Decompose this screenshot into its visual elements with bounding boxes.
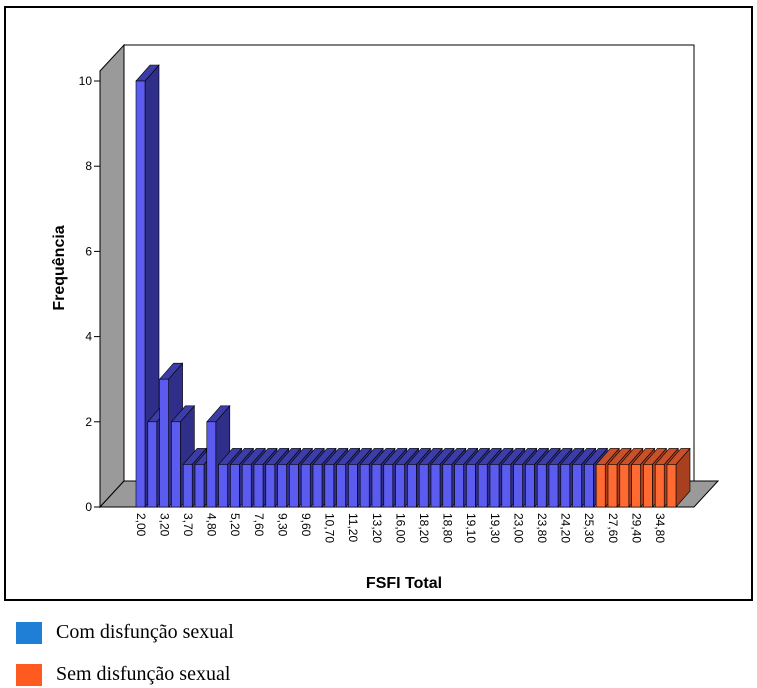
x-tick-label: 24,20 <box>559 513 573 543</box>
y-tick-label: 2 <box>85 415 92 429</box>
y-tick-label: 6 <box>85 244 92 258</box>
bar-front <box>560 464 571 508</box>
bar-front <box>135 80 146 508</box>
bar-front <box>477 464 488 508</box>
bar-front <box>383 464 394 508</box>
bar-front <box>536 464 547 508</box>
bar-front <box>359 464 370 508</box>
x-tick-label: 9,30 <box>275 513 289 537</box>
x-tick-label: 10,70 <box>323 513 337 543</box>
x-tick-label: 19,10 <box>464 513 478 543</box>
bars <box>135 64 691 508</box>
x-tick-label: 19,30 <box>488 513 502 543</box>
x-tick-label: 13,20 <box>370 513 384 543</box>
legend-swatch-com <box>16 621 42 644</box>
bar-front <box>324 464 335 508</box>
y-tick-label: 4 <box>85 330 92 344</box>
bar-front <box>300 464 311 508</box>
bar-front <box>171 421 181 508</box>
bar-front <box>371 464 382 508</box>
bar-front <box>489 464 500 508</box>
x-tick-label: 29,40 <box>629 513 643 543</box>
y-tick-label: 8 <box>85 159 92 173</box>
bar-front <box>548 464 559 508</box>
x-tick-label: 9,60 <box>299 513 313 537</box>
legend-item-com: Com disfunção sexual <box>16 621 234 644</box>
bar-front <box>418 464 429 508</box>
bar-front <box>666 464 677 508</box>
bar-front <box>289 464 299 508</box>
x-tick-label: 23,80 <box>535 513 549 543</box>
bar-front <box>312 464 323 508</box>
x-tick-label: 3,20 <box>157 513 171 537</box>
bar-front <box>430 464 441 508</box>
bar-front <box>619 464 630 508</box>
bar-front <box>631 464 641 508</box>
legend-swatch-sem <box>16 663 42 686</box>
x-tick-label: 18,20 <box>417 513 431 543</box>
x-axis-label: FSFI Total <box>366 575 442 592</box>
bar-front <box>395 464 405 508</box>
bar-chart: 0 2 4 6 8 10 2,00 3,20 3,70 4,80 5,20 7,60 9,30 9,60… <box>51 43 720 592</box>
legend-item-sem: Sem disfunção sexual <box>16 663 230 686</box>
x-tick-label: 23,00 <box>511 513 525 543</box>
left-wall <box>99 43 125 509</box>
bar-front <box>643 464 653 508</box>
x-tick-label: 18,80 <box>441 513 455 543</box>
x-axis: 2,00 3,20 3,70 4,80 5,20 7,60 9,30 9,60 10,70 11,… <box>134 513 667 543</box>
bar-front <box>513 464 523 508</box>
bar-front <box>525 464 535 508</box>
bar-front <box>454 464 464 508</box>
bar-front <box>407 464 417 508</box>
bar-front <box>336 464 346 508</box>
x-tick-label: 16,00 <box>393 513 407 543</box>
y-axis-label: Frequência <box>51 225 68 310</box>
bar-front <box>194 464 205 508</box>
x-tick-label: 2,00 <box>134 513 148 537</box>
x-tick-label: 25,30 <box>582 513 596 543</box>
x-tick-label: 7,60 <box>252 513 266 537</box>
back-wall <box>123 44 695 482</box>
x-tick-label: 34,80 <box>653 513 667 543</box>
bar-front <box>265 464 276 508</box>
bar-front <box>654 464 665 508</box>
x-tick-label: 11,20 <box>346 513 360 542</box>
y-tick-label: 10 <box>79 74 93 88</box>
bar-front <box>218 464 228 508</box>
bar-front <box>206 421 217 508</box>
bar-front <box>572 464 582 508</box>
y-axis: 0 2 4 6 8 10 <box>79 71 101 514</box>
bar-front <box>442 464 453 508</box>
x-tick-label: 27,60 <box>606 513 620 543</box>
x-tick-label: 3,70 <box>181 513 195 537</box>
bar-front <box>182 464 193 508</box>
bar-front <box>253 464 264 508</box>
y-tick-label: 0 <box>85 500 92 514</box>
bar-front <box>466 464 476 508</box>
legend-label-com: Com disfunção sexual <box>56 621 234 643</box>
bar-front <box>501 464 512 508</box>
bar-front <box>230 464 240 508</box>
bar-front <box>159 378 169 508</box>
bar <box>666 447 691 508</box>
x-tick-label: 4,80 <box>205 513 219 537</box>
bar-front <box>277 464 287 508</box>
bar-front <box>584 464 594 508</box>
bar-front <box>348 464 358 508</box>
bar-front <box>607 464 618 508</box>
legend-label-sem: Sem disfunção sexual <box>56 663 231 685</box>
x-tick-label: 5,20 <box>228 513 242 537</box>
bar-front <box>241 464 252 508</box>
bar-front <box>595 464 606 508</box>
bar-front <box>147 421 158 508</box>
